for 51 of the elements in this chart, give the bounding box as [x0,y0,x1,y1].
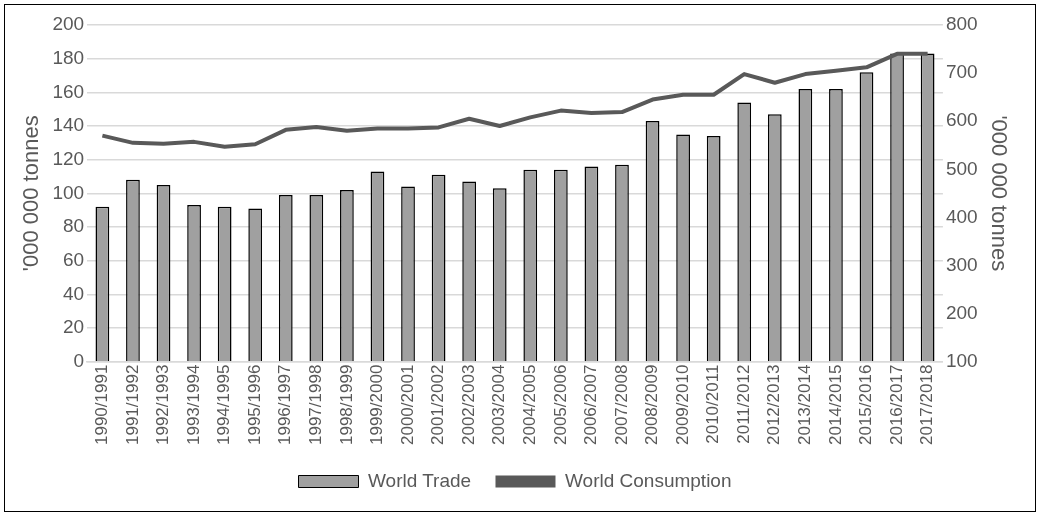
x-tick-label: 2001/2002 [428,364,448,446]
x-tick-label: 1991/1992 [122,364,142,446]
x-tick-label: 2010/2011 [703,364,723,444]
x-tick-label: 2015/2016 [856,364,876,446]
y2-tick-label: 600 [945,109,978,131]
x-tick-label: 1997/1998 [306,364,326,446]
x-tick-label: 2006/2007 [581,364,601,446]
y2-tick-label: 500 [945,157,978,179]
y2-tick-label: 300 [945,253,978,275]
y2-tick-label: 800 [945,13,978,35]
y2-tick-label: 700 [945,61,978,83]
x-tick-label: 1994/1995 [214,364,234,446]
y-tick-label: 180 [52,46,85,68]
y-tick-label: 140 [52,114,85,136]
x-tick-label: 1992/1993 [153,364,173,446]
y-tick-label: 80 [62,215,85,237]
x-tick-label: 2013/2014 [795,364,815,446]
legend-label: World Trade [368,469,472,491]
x-tick-label: 1999/2000 [367,364,387,446]
y2-axis-title: '000 000 tonnes [986,115,1012,272]
y2-tick-label: 200 [945,301,978,323]
x-tick-label: 2002/2003 [458,364,478,446]
y-tick-label: 160 [52,80,85,102]
x-tick-label: 1995/1996 [244,364,264,446]
y-tick-label: 40 [62,282,85,304]
x-tick-label: 2003/2004 [489,364,509,446]
legend-label: World Consumption [564,469,732,491]
y-axis-title: '000 000 tonnes [18,115,44,272]
y-tick-label: 60 [62,248,85,270]
x-tick-label: 1993/1994 [183,364,203,446]
x-tick-label: 2017/2018 [917,364,937,446]
x-tick-label: 2014/2015 [825,364,845,446]
x-tick-label: 2005/2006 [550,364,570,446]
y2-tick-label: 400 [945,205,978,227]
x-tick-label: 2000/2001 [397,364,417,446]
x-tick-label: 1996/1997 [275,364,295,446]
x-tick-label: 2007/2008 [611,364,631,446]
x-tick-label: 1990/1991 [92,364,112,446]
y-tick-label: 120 [52,147,85,169]
y-tick-label: 20 [62,316,85,338]
x-tick-label: 2004/2005 [519,364,539,446]
y-tick-label: 0 [73,349,85,371]
y2-tick-label: 100 [945,349,978,371]
x-tick-label: 2016/2017 [886,364,906,446]
y-tick-label: 200 [52,13,85,35]
x-tick-label: 2011/2012 [733,364,753,444]
x-tick-label: 1998/1999 [336,364,356,446]
x-tick-label: 2012/2013 [764,364,784,446]
x-tick-label: 2008/2009 [642,364,662,446]
y-tick-label: 100 [52,181,85,203]
x-tick-label: 2009/2010 [672,364,692,446]
